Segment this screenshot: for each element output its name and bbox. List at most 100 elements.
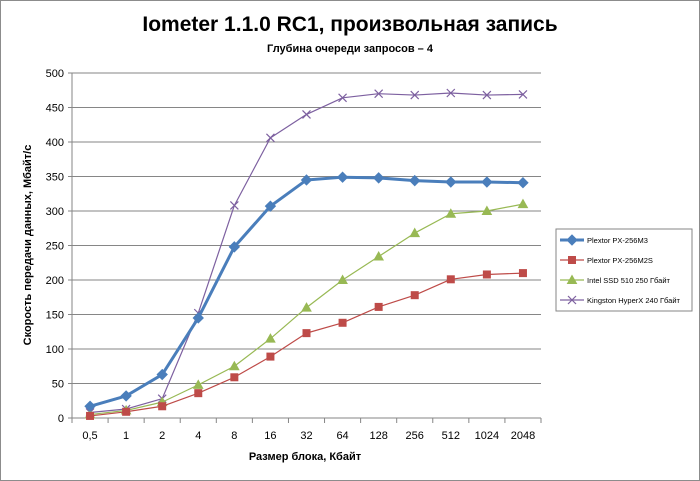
y-tick-label: 100 [46,344,64,356]
marker-triangle [409,227,421,238]
marker-x [302,109,311,119]
x-axis-label: Размер блока, Кбайт [249,451,362,463]
series-line [89,92,523,414]
marker-square [122,407,131,416]
marker-diamond [566,234,578,246]
legend-label: Plextor PX-256M2S [587,256,653,265]
legend-entry: Plextor PX-256M3 [560,234,648,246]
x-tick-label: 1024 [475,430,499,442]
marker-x-stroke [567,295,577,305]
marker-x-stroke [265,133,275,143]
x-tick-label: 512 [442,430,460,442]
y-tick-label: 400 [46,137,64,149]
marker-square [266,352,275,361]
marker-diamond [228,241,241,253]
marker-triangle [566,274,578,284]
marker-x-stroke [446,88,456,98]
marker-square [568,256,576,264]
marker-x-stroke [374,89,384,99]
marker-square [410,291,419,300]
axes: 0 50 100 150 200 250 300 350 400 450 500 0,5 1 2 4 8 16 3… [46,68,542,442]
marker-diamond [84,400,96,412]
marker-diamond [445,176,457,188]
legend-label: Plextor PX-256M3 [587,236,648,245]
marker-square [302,329,311,338]
marker-square [374,302,383,311]
x-tick-label: 8 [231,430,237,442]
marker-diamond [481,176,493,188]
marker-x [229,201,239,210]
legend-label: Kingston HyperX 240 Гбайт [587,296,681,305]
marker-diamond [120,390,132,402]
y-tick-label: 150 [46,310,64,322]
chart-title: Iometer 1.1.0 RC1, произвольная запись [142,13,557,36]
x-tick-label: 256 [406,430,424,442]
x-tick-label: 2 [159,430,165,442]
y-tick-label: 350 [46,172,64,184]
marker-triangle [337,274,348,284]
marker-x-stroke [410,90,420,100]
y-tick-label: 500 [46,68,64,80]
legend-entry: Kingston HyperX 240 Гбайт [560,295,681,305]
chart-subtitle: Глубина очереди запросов – 4 [267,43,434,55]
marker-diamond [192,312,204,324]
series-2 [86,269,527,420]
x-tick-label: 4 [195,430,201,442]
marker-x [265,133,275,143]
y-tick-label: 50 [52,379,64,391]
marker-x [446,88,456,98]
series-1 [84,171,529,412]
marker-triangle [301,302,312,312]
marker-x [482,90,492,100]
marker-square [518,269,527,278]
marker-x-stroke [518,89,528,99]
series-3 [84,198,529,419]
marker-diamond [300,174,313,186]
marker-diamond [517,177,529,189]
x-tick-label: 64 [336,430,348,442]
x-tick-label: 1 [123,430,129,442]
legend-entry: Plextor PX-256M2S [560,256,653,265]
x-tick-label: 128 [369,430,387,442]
marker-triangle [445,208,457,218]
y-axis-label: Скорость передачи данных, Мбайт/с [22,145,34,346]
marker-square [482,270,491,279]
marker-diamond [264,200,277,212]
marker-square [230,373,239,382]
series-line [89,175,523,408]
legend: Plextor PX-256M3 Plextor PX-256M2S Intel S… [555,228,693,312]
marker-triangle [192,379,204,389]
marker-triangle [373,251,385,261]
marker-triangle [228,360,240,371]
marker-x-stroke [482,90,492,100]
marker-x-stroke [302,109,311,119]
x-tick-label: 0,5 [82,430,97,442]
marker-x [518,89,528,99]
marker-x-stroke [338,93,348,103]
marker-diamond [409,174,421,187]
marker-diamond [336,171,349,183]
marker-x [410,90,420,100]
marker-triangle [517,198,529,209]
x-tick-label: 2048 [511,430,535,442]
legend-entry: Intel SSD 510 250 Гбайт [560,274,671,285]
y-tick-label: 450 [46,103,64,115]
series-line [89,272,523,417]
legend-box [555,228,693,312]
marker-x-stroke [229,201,239,210]
series-4 [85,88,528,417]
y-tick-label: 0 [58,413,64,425]
y-tick-label: 250 [46,241,64,253]
x-tick-label: 32 [300,430,312,442]
marker-square [86,411,95,420]
y-tick-label: 300 [46,206,64,218]
marker-triangle [265,333,276,343]
marker-square [338,318,347,327]
marker-square [194,389,203,398]
series-group [84,88,529,420]
grid [72,72,541,419]
marker-square [158,402,167,411]
marker-diamond [372,172,385,184]
y-tick-label: 200 [46,275,64,287]
